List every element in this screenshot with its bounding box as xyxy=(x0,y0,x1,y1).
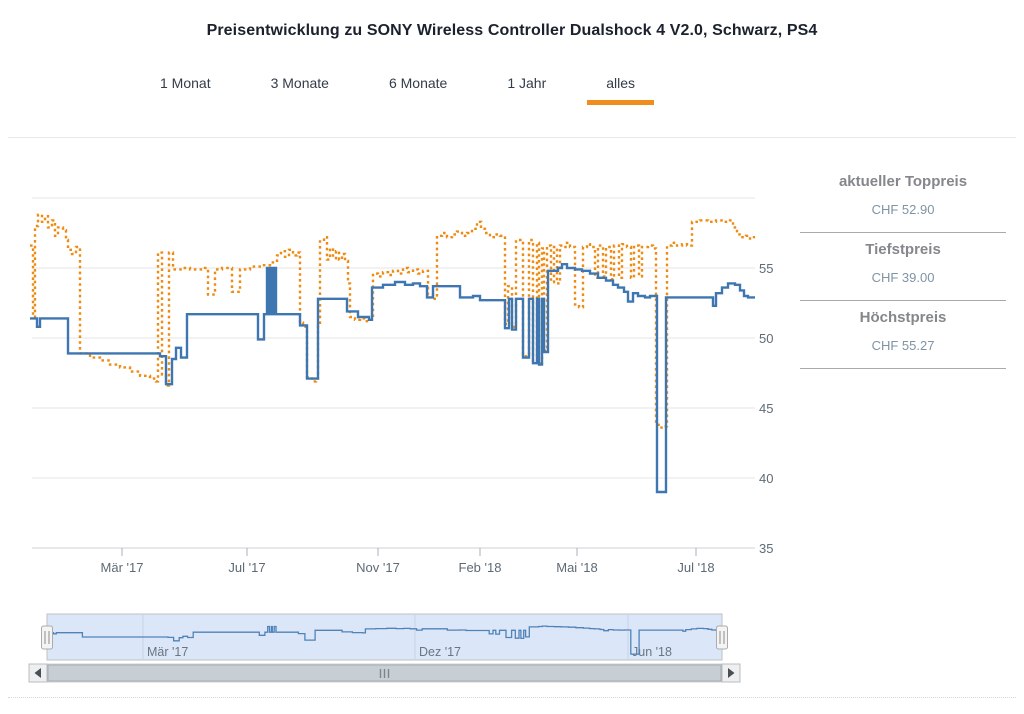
tab-alles[interactable]: alles xyxy=(587,73,655,105)
navigator-handle-right[interactable] xyxy=(716,625,728,650)
x-axis-label: Mai '18 xyxy=(556,560,598,575)
tab-3-monate[interactable]: 3 Monate xyxy=(270,75,329,91)
stat-value: CHF 39.00 xyxy=(871,270,935,285)
navigator-axis-label: Mär '17 xyxy=(147,645,188,659)
navigator-handle-left[interactable] xyxy=(41,625,53,650)
scroll-right-arrow-icon xyxy=(728,668,735,678)
navigator-series-line xyxy=(47,625,722,655)
stat-label: aktueller Toppreis xyxy=(838,173,968,190)
tab-6-monate[interactable]: 6 Monate xyxy=(388,75,448,91)
stat-row-lowest-price: Tiefstpreis CHF 39.00 xyxy=(800,233,1006,301)
range-tabs: 1 Monat 3 Monate 6 Monate 1 Jahr alles xyxy=(141,73,655,105)
stat-row-highest-price: Höchstpreis CHF 55.27 xyxy=(800,301,1006,369)
chart-svg[interactable]: 55 50 45 40 35 Mär '17 Jul '17 Nov '17 Feb '18 Ma… xyxy=(0,140,1024,700)
price-history-chart[interactable]: 55 50 45 40 35 Mär '17 Jul '17 Nov '17 Feb '18 Ma… xyxy=(0,140,1024,700)
price-stats-panel: aktueller Toppreis CHF 52.90 Tiefstpreis… xyxy=(800,165,1006,369)
x-axis-label: Feb '18 xyxy=(459,560,502,575)
bottom-dotted-divider xyxy=(8,697,1016,698)
y-axis-label: 40 xyxy=(759,471,773,486)
navigator-axis-label: Jun '18 xyxy=(632,645,672,659)
y-axis-label: 35 xyxy=(759,541,773,556)
tab-1-monat[interactable]: 1 Monat xyxy=(160,75,211,91)
scroll-left-arrow-icon xyxy=(34,668,41,678)
y-axis-label: 55 xyxy=(759,261,773,276)
page-title: Preisentwicklung zu SONY Wireless Contro… xyxy=(206,22,818,39)
x-axis-label: Nov '17 xyxy=(356,560,400,575)
stat-label: Höchstpreis xyxy=(859,309,947,326)
tab-1-jahr[interactable]: 1 Jahr xyxy=(507,75,547,91)
stat-label: Tiefstpreis xyxy=(865,241,941,258)
stat-value: CHF 55.27 xyxy=(871,338,935,353)
navigator-axis-label: Dez '17 xyxy=(419,645,461,659)
stat-value: CHF 52.90 xyxy=(871,202,935,217)
y-axis-label: 45 xyxy=(759,401,773,416)
series-dotted-line xyxy=(30,213,756,429)
stat-row-current-top-price: aktueller Toppreis CHF 52.90 xyxy=(800,165,1006,233)
section-divider xyxy=(8,137,1016,138)
x-axis-label: Jul '17 xyxy=(228,560,265,575)
x-axis-label: Mär '17 xyxy=(101,560,144,575)
y-axis-label: 50 xyxy=(759,331,773,346)
x-axis-label: Jul '18 xyxy=(677,560,714,575)
series-solid-line xyxy=(30,263,755,494)
